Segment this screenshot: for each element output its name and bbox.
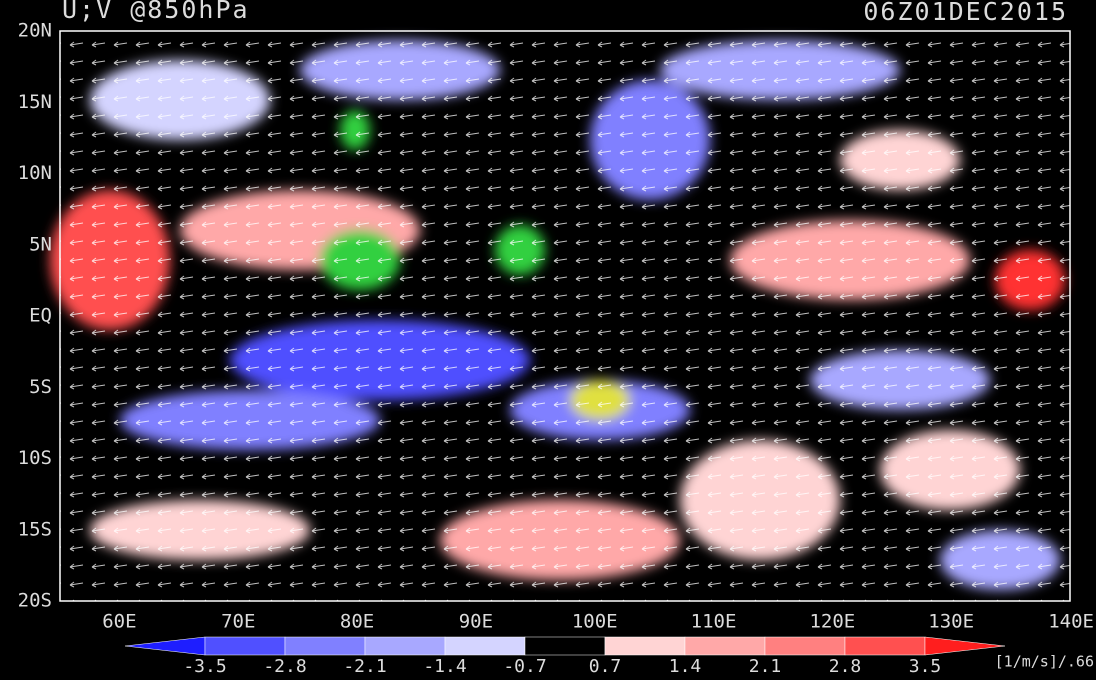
lon-label: 60E	[102, 611, 136, 633]
colorbar-segment	[204, 636, 286, 656]
colorbar-label: -3.5	[183, 656, 226, 677]
lat-label: 20S	[18, 590, 52, 612]
lat-label: 20N	[18, 20, 52, 42]
lat-label: 15S	[18, 518, 52, 540]
lon-label: 120E	[809, 611, 855, 633]
wind-vectors	[60, 31, 1070, 601]
colorbar-label: 3.5	[909, 656, 942, 677]
colorbar-label: -1.4	[423, 656, 466, 677]
map-field	[50, 30, 1071, 602]
lon-label: 110E	[691, 611, 737, 633]
lon-label: 90E	[459, 611, 493, 633]
lat-label: 5N	[29, 233, 52, 255]
colorbar-segment	[364, 636, 446, 656]
lon-label: 100E	[572, 611, 618, 633]
lat-label: 10N	[18, 162, 52, 184]
map-frame	[59, 30, 1071, 602]
colorbar-label: 1.4	[669, 656, 702, 677]
lat-label: 10S	[18, 447, 52, 469]
colorbar-label: 0.7	[589, 656, 622, 677]
lat-label: 5S	[29, 376, 52, 398]
colorbar-label: -2.8	[263, 656, 306, 677]
lon-label: 140E	[1048, 611, 1094, 633]
colorbar-segment	[284, 636, 366, 656]
colorbar-label: -0.7	[503, 656, 546, 677]
lat-label: 15N	[18, 91, 52, 113]
lon-label: 80E	[340, 611, 374, 633]
colorbar-triangle	[924, 636, 1006, 656]
colorbar-segment	[524, 636, 606, 656]
time-label: 06Z01DEC2015	[863, 0, 1068, 26]
lon-label: 70E	[221, 611, 255, 633]
colorbar-label: -2.1	[343, 656, 386, 677]
colorbar-segment	[604, 636, 686, 656]
title: U;V @850hPa	[62, 0, 250, 24]
colorbar-segment	[444, 636, 526, 656]
lat-label: EQ	[29, 305, 52, 327]
colorbar-label: 2.8	[829, 656, 862, 677]
colorbar-label: 2.1	[749, 656, 782, 677]
units-label: [1/m/s]/.66	[995, 653, 1094, 671]
colorbar-segment	[844, 636, 926, 656]
lon-label: 130E	[928, 611, 974, 633]
colorbar-segment	[684, 636, 766, 656]
colorbar-segment	[764, 636, 846, 656]
